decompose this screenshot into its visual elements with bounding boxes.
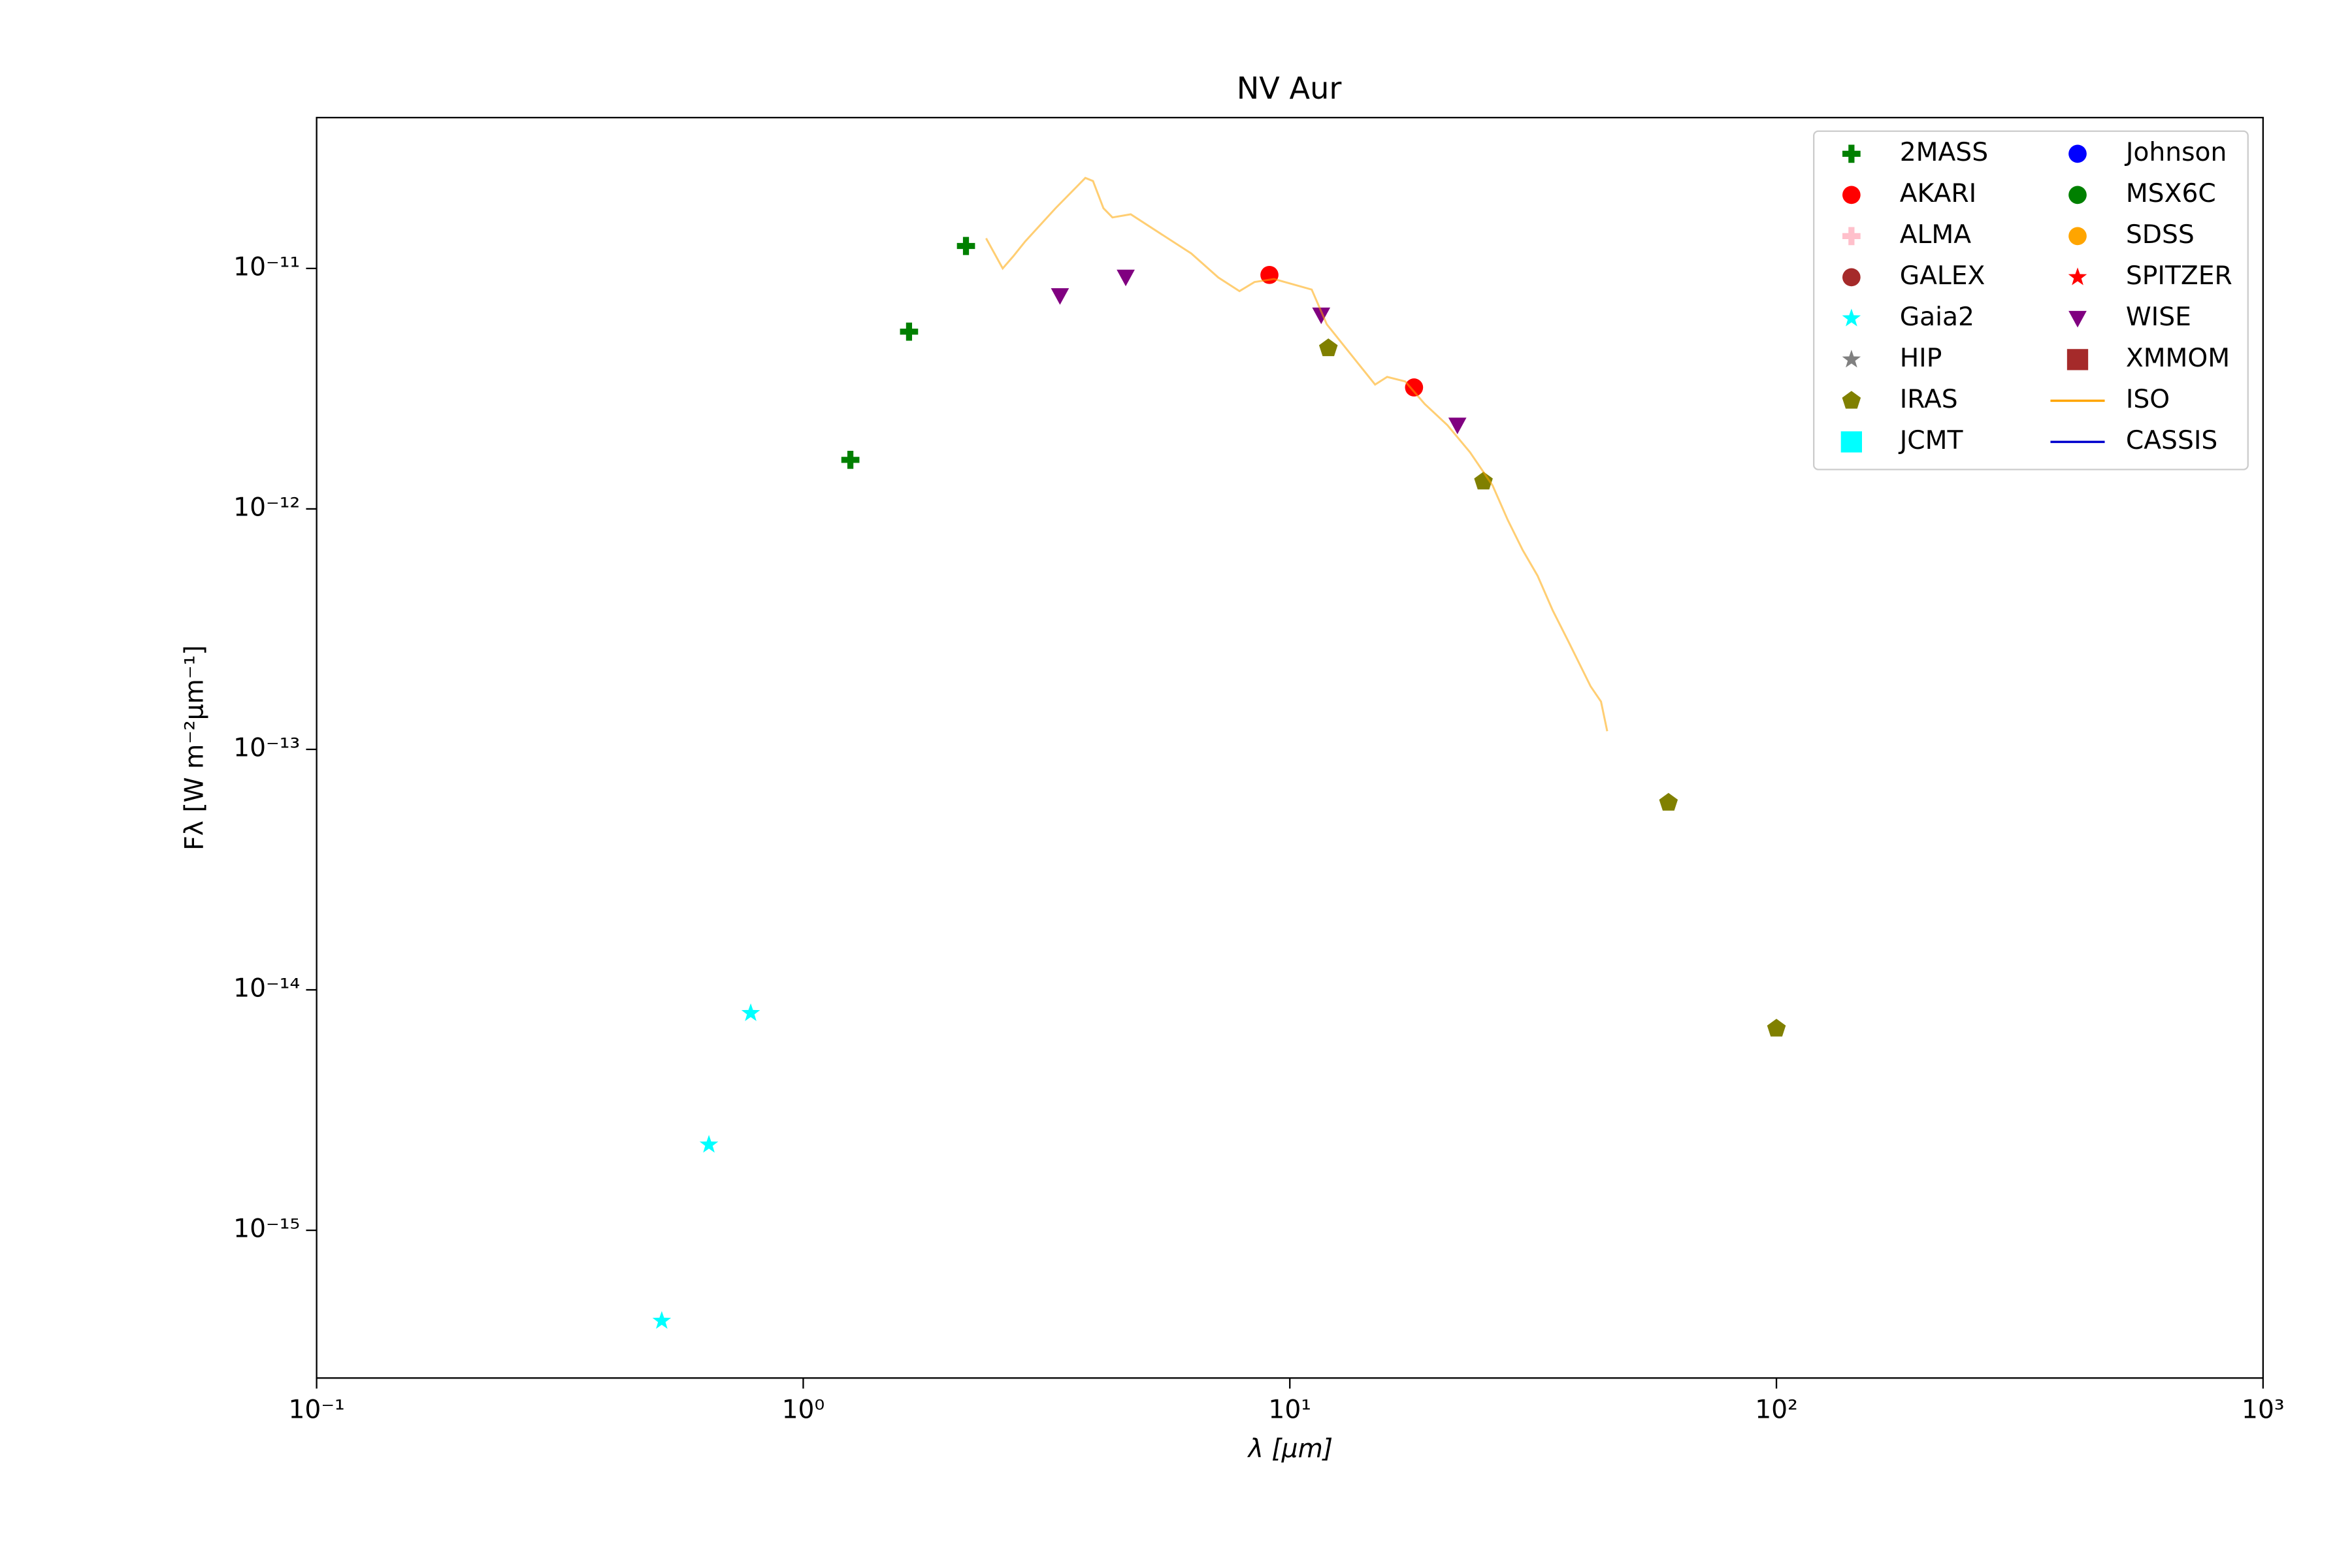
marker (1659, 792, 1678, 811)
legend-marker (1840, 431, 1862, 453)
legend-label: JCMT (1898, 426, 1964, 455)
legend-label: WISE (2126, 302, 2191, 332)
legend-label: CASSIS (2126, 426, 2217, 455)
x-tick-label: 10¹ (1268, 1396, 1311, 1425)
legend-label: XMMOM (2126, 344, 2230, 373)
marker (652, 1311, 672, 1329)
legend-label: SDSS (2126, 220, 2195, 250)
legend-marker (1842, 144, 1861, 163)
legend-marker (1842, 227, 1861, 246)
legend-label: GALEX (1900, 261, 1985, 291)
marker (841, 450, 860, 469)
legend-label: 2MASS (1900, 138, 1988, 167)
plot-frame (316, 116, 2264, 1379)
y-tick-label: 10⁻¹¹ (233, 252, 300, 282)
y-tick-label: 10⁻¹⁴ (233, 974, 300, 1004)
legend-label: IRAS (1900, 385, 1958, 414)
legend-marker (2068, 144, 2087, 163)
marker (1318, 338, 1338, 357)
marker (1448, 417, 1467, 434)
marker (1474, 472, 1493, 490)
marker (900, 322, 919, 341)
legend-marker (2068, 267, 2087, 286)
legend-marker (2068, 227, 2087, 246)
marker (1312, 307, 1331, 325)
y-tick-label: 10⁻¹³ (233, 734, 300, 763)
y-tick-label: 10⁻¹² (233, 493, 300, 522)
legend-marker (1842, 268, 1861, 287)
marker (1051, 288, 1070, 305)
legend-marker (1842, 186, 1861, 204)
x-tick-label: 10⁰ (782, 1396, 825, 1425)
marker (741, 1003, 760, 1021)
y-tick-label: 10⁻¹⁵ (233, 1215, 300, 1244)
legend-label: Gaia2 (1900, 302, 1974, 332)
marker (699, 1135, 719, 1153)
x-tick-label: 10⁻¹ (288, 1396, 344, 1425)
legend-marker (2066, 349, 2089, 370)
legend-label: ISO (2126, 385, 2170, 414)
marker (1117, 269, 1135, 287)
x-tick-label: 10² (1755, 1396, 1798, 1425)
x-axis-label: λ [μm] (1247, 1435, 1333, 1464)
marker (1767, 1019, 1786, 1037)
legend-label: HIP (1900, 344, 1942, 373)
legend-marker (1842, 350, 1861, 368)
legend-frame (1812, 130, 2249, 470)
legend-marker (2068, 186, 2087, 204)
x-tick-label: 10³ (2242, 1396, 2285, 1425)
legend: 2MASS AKARI ALMA GALEX Gaia2 HIP IRAS JCMT Johns… (1812, 130, 2249, 470)
y-axis-label: Fλ [W m⁻²μm⁻¹] (180, 645, 210, 850)
chart-title: NV Aur (1237, 71, 1342, 106)
legend-label: SPITZER (2126, 261, 2232, 291)
legend-marker (2068, 310, 2087, 328)
legend-label: Johnson (2124, 138, 2227, 167)
legend-label: AKARI (1900, 179, 1977, 208)
legend-marker (1842, 391, 1861, 409)
legend-marker (1842, 308, 1861, 327)
legend-label: MSX6C (2126, 179, 2216, 208)
marker (1405, 378, 1424, 397)
legend-label: ALMA (1900, 220, 1972, 250)
marker (956, 237, 975, 255)
spectrum-line (985, 176, 1609, 732)
